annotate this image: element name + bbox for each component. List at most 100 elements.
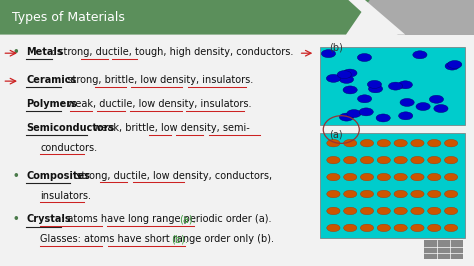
Bar bbox=[424, 240, 463, 259]
Text: •: • bbox=[13, 47, 19, 57]
Circle shape bbox=[398, 81, 412, 89]
Circle shape bbox=[394, 139, 407, 147]
Circle shape bbox=[360, 139, 374, 147]
Circle shape bbox=[428, 224, 441, 232]
Circle shape bbox=[376, 114, 390, 122]
Text: : strong, ductile, low density, conductors,: : strong, ductile, low density, conducto… bbox=[70, 171, 272, 181]
Circle shape bbox=[399, 112, 413, 120]
Circle shape bbox=[360, 224, 374, 232]
Text: Glasses: atoms have short range order only (b).: Glasses: atoms have short range order on… bbox=[40, 234, 274, 244]
Circle shape bbox=[327, 207, 340, 215]
Circle shape bbox=[445, 62, 459, 70]
Circle shape bbox=[447, 60, 462, 68]
Text: : weak, brittle, low density, semi-: : weak, brittle, low density, semi- bbox=[87, 123, 250, 133]
Circle shape bbox=[428, 173, 441, 181]
Circle shape bbox=[360, 190, 374, 198]
Text: Polymers: Polymers bbox=[26, 99, 77, 109]
Text: (a).: (a). bbox=[179, 214, 196, 225]
Circle shape bbox=[411, 139, 424, 147]
Circle shape bbox=[411, 224, 424, 232]
Circle shape bbox=[327, 139, 340, 147]
Circle shape bbox=[339, 76, 354, 84]
Text: •: • bbox=[13, 214, 19, 225]
Circle shape bbox=[359, 108, 374, 116]
Circle shape bbox=[445, 190, 458, 198]
Circle shape bbox=[377, 156, 391, 164]
Circle shape bbox=[411, 173, 424, 181]
Circle shape bbox=[445, 139, 458, 147]
Circle shape bbox=[344, 156, 357, 164]
Circle shape bbox=[394, 173, 407, 181]
Text: : strong, ductile, tough, high density, conductors.: : strong, ductile, tough, high density, … bbox=[52, 47, 293, 57]
Circle shape bbox=[411, 207, 424, 215]
Text: : weak, ductile, low density, insulators.: : weak, ductile, low density, insulators… bbox=[61, 99, 251, 109]
Circle shape bbox=[344, 173, 357, 181]
Text: : atoms have long range periodic order (a).: : atoms have long range periodic order (… bbox=[61, 214, 272, 225]
Circle shape bbox=[400, 98, 414, 106]
Circle shape bbox=[344, 207, 357, 215]
Circle shape bbox=[343, 69, 357, 77]
Circle shape bbox=[394, 224, 407, 232]
Text: (a): (a) bbox=[329, 130, 343, 140]
Circle shape bbox=[445, 156, 458, 164]
Circle shape bbox=[344, 139, 357, 147]
Text: •: • bbox=[13, 171, 19, 181]
Circle shape bbox=[344, 190, 357, 198]
Circle shape bbox=[434, 105, 448, 113]
Circle shape bbox=[429, 95, 444, 103]
Circle shape bbox=[394, 156, 407, 164]
Circle shape bbox=[428, 190, 441, 198]
Circle shape bbox=[377, 190, 391, 198]
Circle shape bbox=[367, 80, 382, 88]
Circle shape bbox=[347, 110, 361, 118]
Circle shape bbox=[360, 173, 374, 181]
Circle shape bbox=[428, 207, 441, 215]
Text: (b).: (b). bbox=[171, 234, 188, 244]
Circle shape bbox=[344, 224, 357, 232]
Text: Crystals: Crystals bbox=[26, 214, 71, 225]
Circle shape bbox=[360, 156, 374, 164]
Circle shape bbox=[357, 95, 372, 103]
Circle shape bbox=[360, 207, 374, 215]
Circle shape bbox=[377, 224, 391, 232]
Text: Ceramics: Ceramics bbox=[26, 75, 76, 85]
Circle shape bbox=[394, 207, 407, 215]
Text: conductors.: conductors. bbox=[40, 143, 98, 153]
Circle shape bbox=[357, 53, 372, 61]
Bar bbox=[320, 47, 465, 125]
Circle shape bbox=[327, 173, 340, 181]
Circle shape bbox=[416, 102, 430, 110]
Polygon shape bbox=[0, 0, 370, 35]
Text: Composites: Composites bbox=[26, 171, 90, 181]
Circle shape bbox=[411, 156, 424, 164]
Circle shape bbox=[321, 50, 336, 58]
Circle shape bbox=[413, 51, 427, 59]
Circle shape bbox=[337, 70, 351, 78]
Bar bbox=[320, 133, 465, 238]
Circle shape bbox=[339, 113, 354, 121]
Circle shape bbox=[428, 139, 441, 147]
Circle shape bbox=[377, 207, 391, 215]
Text: Metals: Metals bbox=[26, 47, 63, 57]
Text: insulators.: insulators. bbox=[40, 190, 91, 201]
Circle shape bbox=[445, 207, 458, 215]
Circle shape bbox=[327, 156, 340, 164]
Text: (b): (b) bbox=[329, 42, 343, 52]
Circle shape bbox=[377, 173, 391, 181]
Circle shape bbox=[388, 82, 402, 90]
Text: : strong, brittle, low density, insulators.: : strong, brittle, low density, insulato… bbox=[61, 75, 253, 85]
Circle shape bbox=[428, 156, 441, 164]
Circle shape bbox=[343, 86, 357, 94]
Circle shape bbox=[368, 85, 383, 93]
Polygon shape bbox=[348, 0, 405, 35]
Text: Semiconductors: Semiconductors bbox=[26, 123, 114, 133]
Circle shape bbox=[394, 190, 407, 198]
Polygon shape bbox=[358, 0, 474, 35]
Circle shape bbox=[411, 190, 424, 198]
Circle shape bbox=[445, 173, 458, 181]
Circle shape bbox=[326, 74, 340, 82]
Circle shape bbox=[377, 139, 391, 147]
Circle shape bbox=[445, 224, 458, 232]
Text: Types of Materials: Types of Materials bbox=[12, 11, 125, 24]
Circle shape bbox=[327, 190, 340, 198]
